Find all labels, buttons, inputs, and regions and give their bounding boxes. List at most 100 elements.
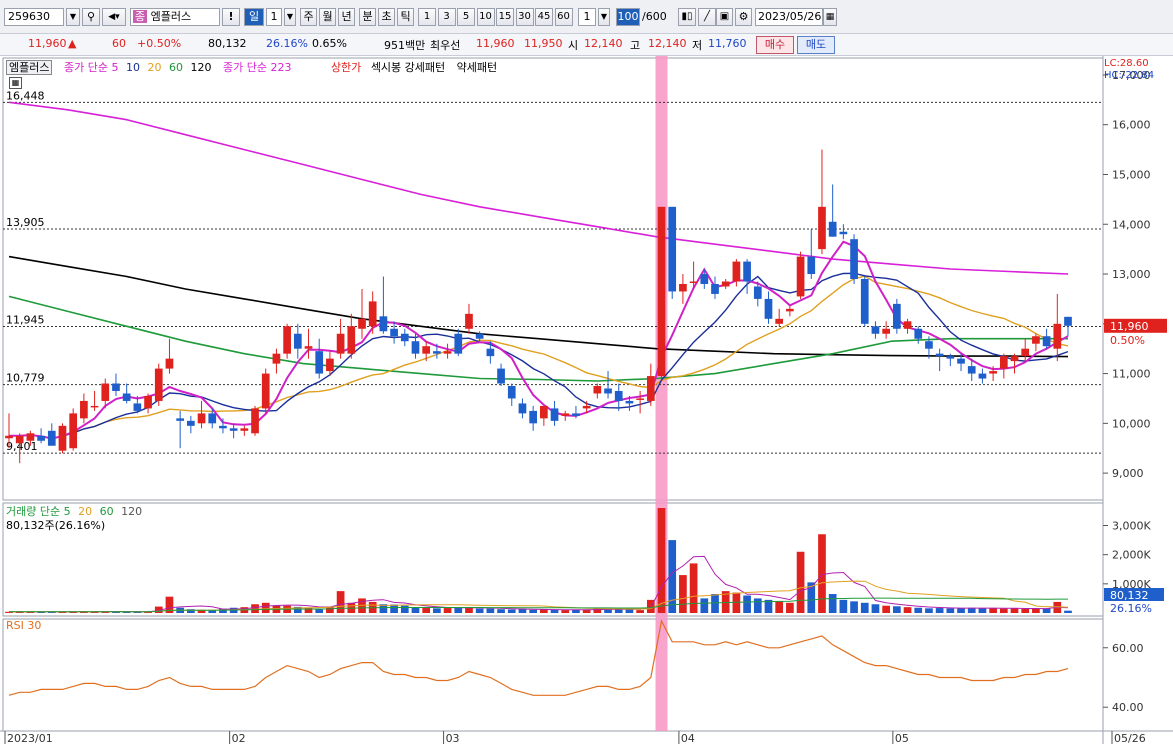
quote-volume-ratio: 26.16% <box>266 37 308 50</box>
sound-icon[interactable]: ◀▾ <box>102 8 126 26</box>
legend-ma20[interactable]: 20 <box>147 61 162 74</box>
volume-bar <box>700 598 709 613</box>
period-second-button[interactable]: 초 <box>378 8 395 26</box>
alert-button[interactable]: ! <box>222 8 240 26</box>
period-dropdown-icon[interactable]: ▼ <box>284 8 296 26</box>
interval-input[interactable]: 1 <box>578 8 596 26</box>
candle-body <box>433 351 441 354</box>
candle-body <box>818 206 826 250</box>
legend-weak-pattern[interactable]: 약세패턴 <box>456 61 498 74</box>
period-day-label: 일 <box>248 10 260 23</box>
code-dropdown-icon[interactable]: ▼ <box>66 8 80 26</box>
legend-ma60[interactable]: 60 <box>168 61 183 74</box>
stock-name-field[interactable]: 종 엠플러스 <box>130 8 220 26</box>
interval-button-10[interactable]: 10 <box>476 8 495 26</box>
period-num-input[interactable]: 1 <box>266 8 282 26</box>
legend-ma120[interactable]: 120 <box>190 61 212 74</box>
legend-volume-ma20[interactable]: 20 <box>78 505 93 518</box>
period-month-button[interactable]: 월 <box>319 8 336 26</box>
lc-label: LC:28.60 <box>1104 58 1149 69</box>
candle-body <box>315 351 324 374</box>
candle-body <box>283 326 291 354</box>
stock-code-input[interactable]: 259630 <box>4 8 64 26</box>
legend-strong-pattern[interactable]: 섹시봉 강세패턴 <box>370 61 446 74</box>
period-minute-button[interactable]: 분 <box>359 8 376 26</box>
candle-body <box>786 308 794 312</box>
legend-volume-ma60[interactable]: 60 <box>99 505 114 518</box>
volume-bar <box>443 608 452 613</box>
interval-button-60[interactable]: 60 <box>554 8 573 26</box>
period-day-button[interactable]: 일 <box>244 8 264 26</box>
grid-toggle-icon[interactable]: ▦ <box>9 77 22 89</box>
period-year-button[interactable]: 년 <box>338 8 355 26</box>
legend-volume[interactable]: 거래량 단순 5 <box>6 505 71 518</box>
volume-bar <box>154 606 163 613</box>
calendar-icon[interactable]: ▦ <box>823 8 837 26</box>
interval-button-3[interactable]: 3 <box>437 8 456 26</box>
period-week-button[interactable]: 주 <box>300 8 317 26</box>
reference-line-label: 13,905 <box>6 216 45 229</box>
candle-body <box>229 428 238 431</box>
candle-body <box>465 313 473 329</box>
settings-icon[interactable]: ⚙ <box>735 8 752 26</box>
volume-bar <box>37 611 45 613</box>
interval-button-5[interactable]: 5 <box>457 8 475 26</box>
sell-button[interactable]: 매도 <box>797 36 835 54</box>
volume-bar <box>935 608 944 613</box>
candle-body <box>400 333 409 342</box>
save-icon[interactable]: ▣ <box>716 8 733 26</box>
candle-body <box>47 430 56 446</box>
volume-bar <box>293 606 302 613</box>
volume-bar <box>614 609 623 613</box>
interval-button-1[interactable]: 1 <box>418 8 436 26</box>
legend-volume-ma120[interactable]: 120 <box>121 505 143 518</box>
interval-value: 1 <box>583 10 591 23</box>
candle-body <box>711 283 719 294</box>
ma120-line <box>8 255 1069 358</box>
current-price-label: 11,960 <box>1110 320 1149 333</box>
candle-body <box>529 410 538 424</box>
rsi-legend[interactable]: RSI 30 <box>6 619 42 632</box>
volume-bar <box>90 611 99 613</box>
interval-dropdown-icon[interactable]: ▼ <box>598 8 610 26</box>
volume-bar <box>957 608 965 613</box>
count-input[interactable]: 100 <box>616 8 640 26</box>
search-icon[interactable]: ⚲ <box>82 8 100 26</box>
candle-body <box>112 383 120 391</box>
grid-layer: 16,448 13,905 11,945 10,779 9,401 <box>3 89 1103 454</box>
candle-body <box>753 286 762 299</box>
period-week-label: 주 <box>303 10 314 23</box>
volume-bar <box>507 609 516 613</box>
interval-button-30[interactable]: 30 <box>515 8 534 26</box>
date-input[interactable]: 2023/05/26 <box>755 8 823 26</box>
candle-type-icon[interactable]: ▮▯ <box>678 8 696 26</box>
legend-ma10[interactable]: 10 <box>125 61 140 74</box>
draw-tool-icon[interactable]: ╱ <box>698 8 716 26</box>
price-legend-stock[interactable]: 엠플러스 <box>6 60 53 75</box>
legend-ma223[interactable]: 종가 단순 223 <box>222 61 292 74</box>
candles-layer <box>5 149 1072 464</box>
volume-bar <box>818 534 826 613</box>
volume-panel-legend: 거래량 단순 5 20 60 120 <box>6 503 142 519</box>
candle-body <box>411 341 420 354</box>
candle-body <box>743 261 751 282</box>
legend-ma5[interactable]: 종가 단순 5 <box>63 61 119 74</box>
volume-bar <box>657 508 666 613</box>
current-price-tag <box>1104 318 1167 333</box>
volume-bar <box>465 607 473 613</box>
period-tick-button[interactable]: 틱 <box>397 8 414 26</box>
interval-button-15[interactable]: 15 <box>496 8 514 26</box>
candle-body <box>165 358 174 369</box>
candle-body <box>636 398 644 400</box>
candle-body <box>1021 348 1030 357</box>
volume-bar <box>165 596 174 613</box>
volume-bar <box>721 591 730 613</box>
volume-summary: 80,132주(26.16%) <box>6 519 106 532</box>
stock-chart[interactable]: 16,448 13,905 11,945 10,779 9,401 17,000 16,0… <box>0 56 1173 744</box>
quote-open-label: 시 <box>568 39 579 52</box>
interval-button-45[interactable]: 45 <box>535 8 553 26</box>
legend-upper-limit[interactable]: 상한가 <box>330 61 362 74</box>
volume-bar <box>304 607 313 613</box>
volume-bar <box>1064 610 1072 613</box>
buy-button[interactable]: 매수 <box>756 36 794 54</box>
